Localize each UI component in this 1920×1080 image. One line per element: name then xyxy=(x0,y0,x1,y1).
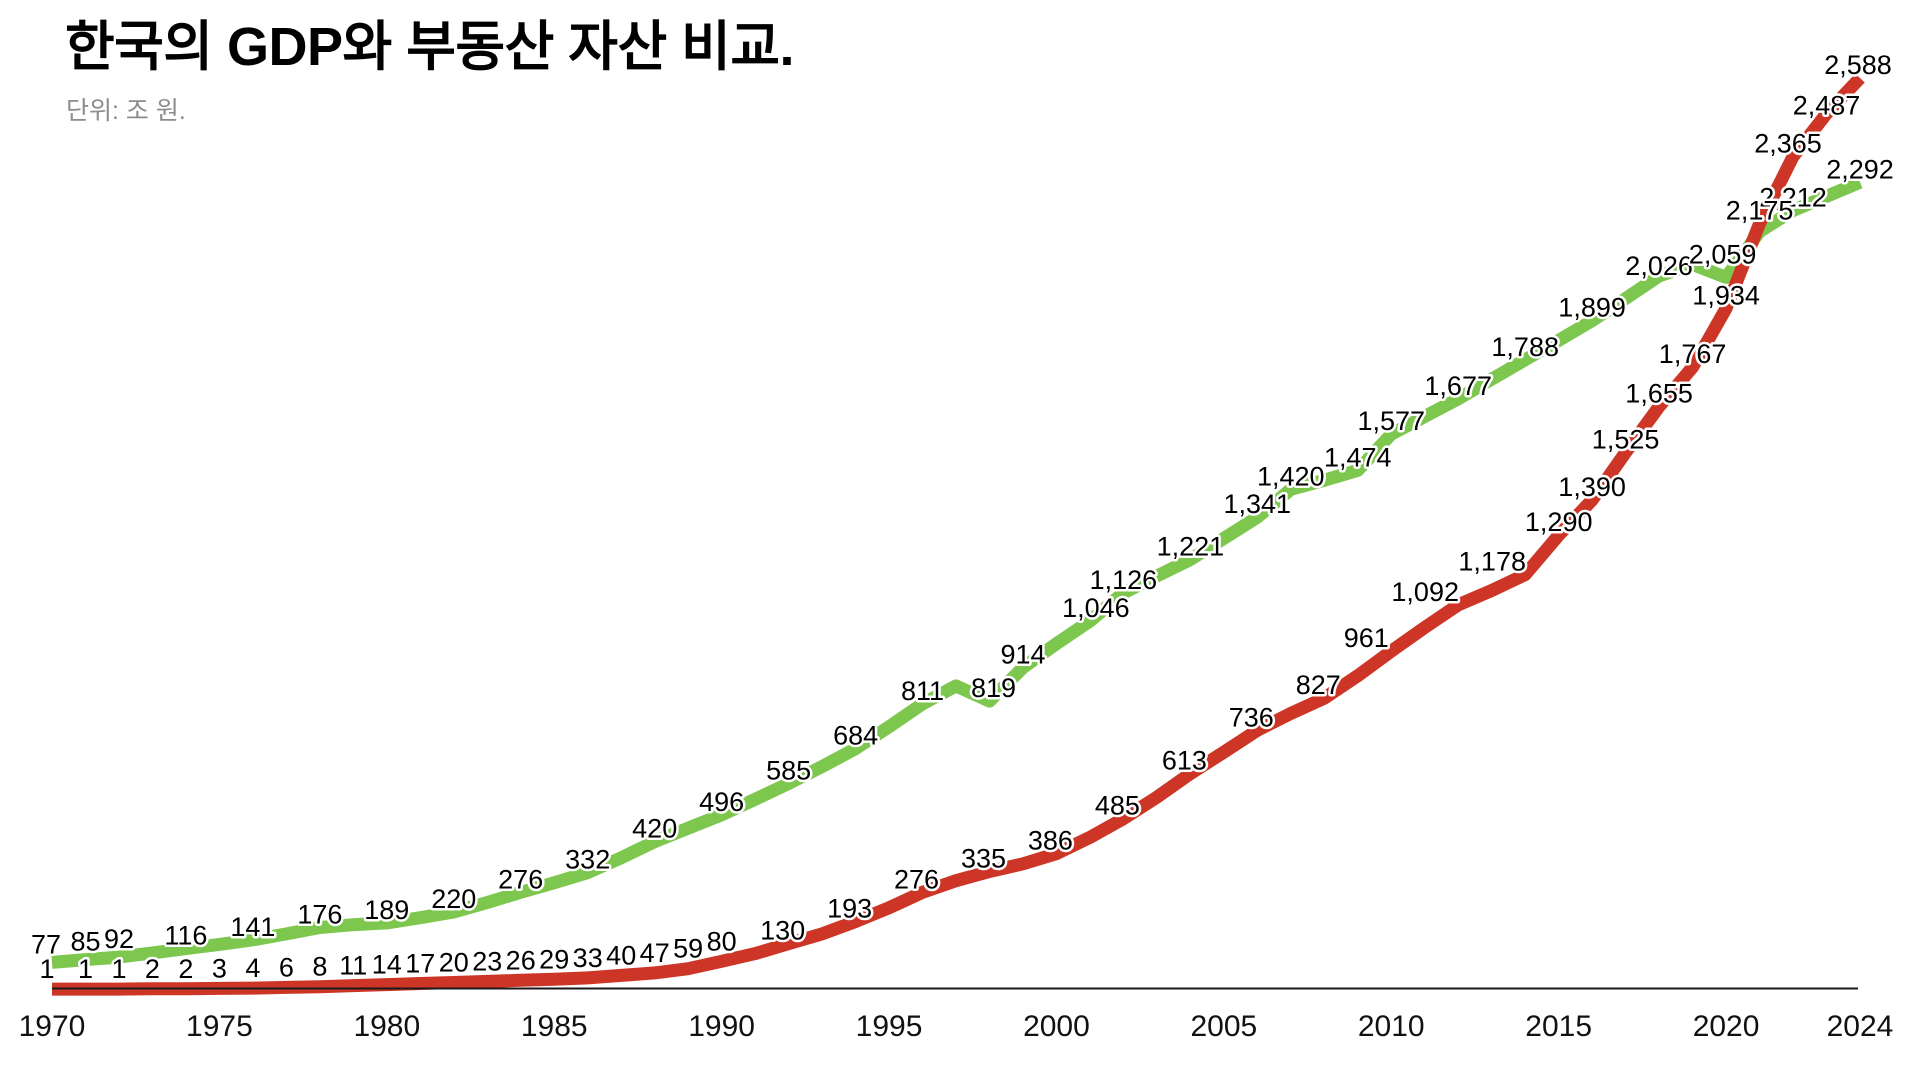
x-tick-label: 2000 xyxy=(1023,1010,1090,1043)
chart-subtitle: 단위: 조 원. xyxy=(66,97,186,126)
gdp-green-value-label: 684 xyxy=(833,721,878,751)
gdp-green-value-label: 1,341 xyxy=(1224,489,1292,519)
gdp-green-value-label: 77 xyxy=(31,929,61,959)
real-estate-red-value-label: 1,092 xyxy=(1391,577,1459,607)
gdp-green-line xyxy=(51,176,1863,969)
x-tick-label: 2010 xyxy=(1358,1010,1425,1043)
real-estate-red-value-label: 1,290 xyxy=(1525,507,1593,537)
gdp-green-value-label: 1,677 xyxy=(1424,371,1492,401)
gdp-green-value-label: 1,577 xyxy=(1358,406,1426,436)
gdp-green-value-label: 332 xyxy=(565,845,610,875)
real-estate-red-value-label: 17 xyxy=(405,949,435,979)
gdp-green-value-label: 420 xyxy=(632,814,677,844)
real-estate-red-value-label: 4 xyxy=(245,953,260,983)
real-estate-red-value-label: 26 xyxy=(506,945,536,975)
gdp-green-value-label: 2,026 xyxy=(1625,251,1693,281)
real-estate-red-value-label: 40 xyxy=(606,940,636,970)
gdp-green-value-label: 1,046 xyxy=(1062,593,1130,623)
real-estate-red-value-label: 2,175 xyxy=(1726,196,1794,226)
real-estate-red-value-label: 276 xyxy=(894,864,939,894)
gdp-green-value-label: 914 xyxy=(1000,640,1045,670)
real-estate-red-value-label: 1,655 xyxy=(1625,379,1693,409)
real-estate-red-value-label: 130 xyxy=(760,916,805,946)
x-tick-label: 1980 xyxy=(353,1010,420,1043)
gdp-green-value-label: 2,059 xyxy=(1689,239,1757,269)
gdp-green-value-label: 85 xyxy=(70,927,100,957)
real-estate-red-value-label: 1,178 xyxy=(1458,547,1526,577)
real-estate-red-value-label: 2,487 xyxy=(1793,91,1861,121)
gdp-green-value-label: 176 xyxy=(297,900,342,930)
gdp-green-value-label: 92 xyxy=(104,924,134,954)
real-estate-red-value-label: 6 xyxy=(279,952,294,982)
x-tick-label: 1985 xyxy=(521,1010,588,1043)
real-estate-red-value-label: 1,525 xyxy=(1592,424,1660,454)
gdp-green-value-label: 1,899 xyxy=(1558,293,1626,323)
real-estate-red-value-label: 1,767 xyxy=(1659,339,1727,369)
real-estate-red-value-label: 11 xyxy=(339,951,367,981)
real-estate-red-value-label: 386 xyxy=(1028,826,1073,856)
real-estate-red-value-label: 3 xyxy=(212,953,227,983)
gdp-green-value-label: 811 xyxy=(901,676,944,706)
real-estate-red-value-label: 736 xyxy=(1229,702,1274,732)
real-estate-red-value-label: 485 xyxy=(1095,791,1140,821)
gdp-green-value-label: 2,212 xyxy=(1759,183,1827,213)
x-tick-label: 2020 xyxy=(1693,1010,1760,1043)
real-estate-red-value-label: 961 xyxy=(1344,623,1389,653)
gdp-green-value-label: 585 xyxy=(766,756,811,786)
real-estate-red-value-label: 1,390 xyxy=(1558,472,1626,502)
gdp-green-value-label: 819 xyxy=(971,673,1016,703)
real-estate-red-value-label: 335 xyxy=(961,844,1006,874)
gdp-green-value-label: 141 xyxy=(230,912,275,942)
x-tick-label: 1975 xyxy=(186,1010,253,1043)
real-estate-red-value-label: 59 xyxy=(673,934,703,964)
gdp-green-value-label: 1,474 xyxy=(1324,442,1392,472)
real-estate-red-value-label: 47 xyxy=(640,938,670,968)
real-estate-red-value-label: 1,934 xyxy=(1692,280,1760,310)
gdp-green-value-label: 1,126 xyxy=(1090,565,1158,595)
chart-title: 한국의 GDP와 부동산 자산 비교. xyxy=(65,17,795,77)
gdp-green-value-label: 496 xyxy=(699,787,744,817)
real-estate-red-value-label: 613 xyxy=(1162,746,1207,776)
gdp-green-value-label: 276 xyxy=(498,864,543,894)
real-estate-red-value-label: 8 xyxy=(312,952,327,982)
gdp-green-value-label: 2,292 xyxy=(1826,154,1894,184)
real-estate-red-value-label: 2,365 xyxy=(1754,129,1822,159)
gdp-green-value-label: 189 xyxy=(364,895,409,925)
x-tick-label: 2015 xyxy=(1525,1010,1592,1043)
x-tick-label: 2005 xyxy=(1190,1010,1257,1043)
real-estate-red-value-label: 2 xyxy=(178,954,193,984)
x-tick-label: 2024 xyxy=(1827,1010,1894,1043)
real-estate-red-value-label: 14 xyxy=(372,950,402,980)
x-tick-label: 1990 xyxy=(688,1010,755,1043)
chart-header: 한국의 GDP와 부동산 자산 비교. 단위: 조 원. xyxy=(65,17,795,127)
real-estate-red-value-label: 1 xyxy=(111,954,126,984)
real-estate-red-value-label: 1 xyxy=(78,954,93,984)
real-estate-red-line xyxy=(52,73,1865,996)
real-estate-red-value-label: 193 xyxy=(827,894,872,924)
x-tick-label: 1970 xyxy=(19,1010,86,1043)
real-estate-red-value-label: 80 xyxy=(707,926,737,956)
gdp-green-value-label: 1,221 xyxy=(1157,532,1225,562)
real-estate-red-value-label: 2 xyxy=(145,954,160,984)
real-estate-red-value-label: 29 xyxy=(539,944,569,974)
real-estate-red-value-label: 1 xyxy=(39,954,54,984)
x-tick-label: 1995 xyxy=(856,1010,923,1043)
real-estate-red-value-label: 20 xyxy=(439,948,469,978)
real-estate-red-value-label: 33 xyxy=(573,943,603,973)
real-estate-red-value-label: 23 xyxy=(472,946,502,976)
real-estate-red-value-label: 827 xyxy=(1296,670,1341,700)
gdp-green-value-label: 1,420 xyxy=(1257,461,1325,491)
gdp-green-value-label: 116 xyxy=(164,921,207,951)
real-estate-red-value-label: 2,588 xyxy=(1824,50,1892,80)
gdp-green-value-label: 1,788 xyxy=(1491,332,1559,362)
gdp-green-value-label: 220 xyxy=(431,884,476,914)
